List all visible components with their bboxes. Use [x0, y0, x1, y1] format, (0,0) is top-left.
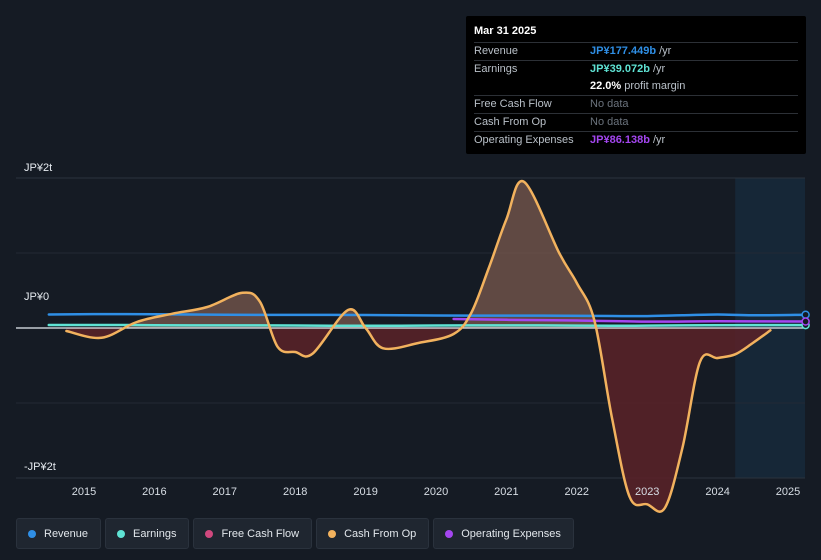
x-tick-2021: 2021 [494, 486, 518, 498]
legend-label: Free Cash Flow [221, 527, 300, 540]
tooltip-row-label: Operating Expenses [474, 134, 574, 146]
legend-label: Revenue [44, 527, 89, 540]
legend-label: Operating Expenses [461, 527, 561, 540]
x-tick-2023: 2023 [635, 486, 659, 498]
y-axis-top-label: JP¥2t [24, 162, 52, 174]
tooltip-row: Free Cash Flow No data [474, 95, 798, 113]
legend-dot-icon [117, 529, 126, 538]
legend-item-free-cash-flow[interactable]: Free Cash Flow [193, 518, 313, 549]
tooltip-row-label [474, 78, 590, 95]
cash-from-op-negative-area [66, 328, 771, 512]
x-tick-2018: 2018 [283, 486, 307, 498]
tooltip-row-label: Free Cash Flow [474, 98, 552, 110]
tooltip-row-value: 22.0% profit margin [590, 80, 686, 92]
legend-label: Cash From Op [344, 527, 417, 540]
x-tick-2020: 2020 [424, 486, 448, 498]
tooltip-row: 22.0% profit margin [474, 78, 798, 95]
x-tick-2017: 2017 [213, 486, 237, 498]
tooltip-row-label: Cash From Op [474, 116, 547, 128]
earnings-line [47, 323, 807, 328]
tooltip-row: Revenue JP¥177.449b/yr [474, 42, 798, 60]
operating-expenses-end-marker [801, 317, 810, 326]
legend-item-earnings[interactable]: Earnings [105, 518, 190, 549]
tooltip-date: Mar 31 2025 [474, 25, 537, 37]
tooltip-row: Cash From Op No data [474, 113, 798, 131]
legend-dot-icon [28, 529, 36, 538]
legend-dot-icon [328, 529, 337, 538]
operating-expenses-line [452, 317, 807, 323]
x-tick-2025: 2025 [776, 486, 800, 498]
tooltip-row: Earnings JP¥39.072b/yr [474, 60, 798, 78]
legend-item-revenue[interactable]: Revenue [16, 518, 102, 549]
y-axis-bottom-label: -JP¥2t [24, 461, 56, 473]
tooltip-row-value: JP¥86.138b/yr [590, 134, 666, 146]
x-tick-2016: 2016 [142, 486, 166, 498]
revenue-line [47, 312, 807, 318]
cash-from-op-line [65, 179, 772, 513]
legend-item-operating-expenses[interactable]: Operating Expenses [433, 518, 574, 549]
tooltip-row-value: No data [590, 116, 629, 128]
legend-dot-icon [445, 529, 454, 538]
chart-legend: Revenue Earnings Free Cash Flow Cash From O… [16, 518, 574, 549]
data-tooltip: Mar 31 2025 Revenue JP¥177.449b/yr Earning… [466, 16, 806, 154]
x-tick-2022: 2022 [565, 486, 589, 498]
legend-dot-icon [205, 529, 214, 538]
revenue-end-marker [801, 310, 810, 319]
tooltip-row-label: Earnings [474, 63, 518, 75]
y-axis-zero-label: JP¥0 [24, 291, 49, 303]
tooltip-row-label: Revenue [474, 45, 519, 57]
legend-item-cash-from-op[interactable]: Cash From Op [316, 518, 430, 549]
x-tick-2015: 2015 [72, 486, 96, 498]
legend-label: Earnings [133, 527, 177, 540]
x-tick-2024: 2024 [705, 486, 729, 498]
tooltip-row: Operating Expenses JP¥86.138b/yr [474, 131, 798, 149]
x-tick-2019: 2019 [353, 486, 377, 498]
tooltip-row-value: No data [590, 98, 629, 110]
tooltip-row-value: JP¥39.072b/yr [590, 63, 666, 75]
tooltip-row-value: JP¥177.449b/yr [590, 45, 672, 57]
